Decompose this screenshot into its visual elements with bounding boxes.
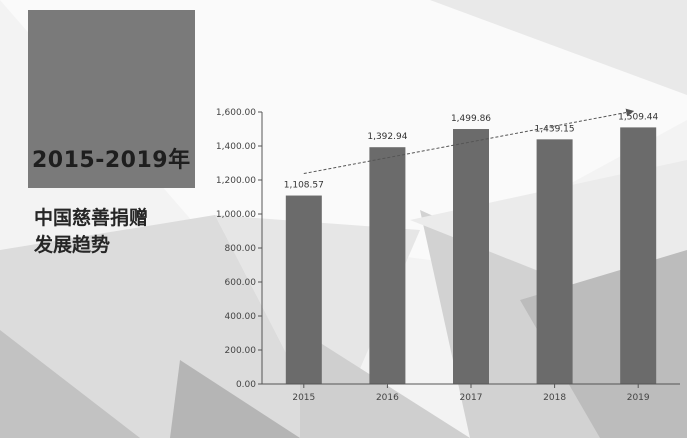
- y-tick-label: 1,400.00: [216, 142, 256, 152]
- x-tick-label: 2017: [460, 393, 483, 403]
- bar-series: [285, 127, 657, 384]
- bar-value-label: 1,509.44: [618, 112, 658, 122]
- y-tick-label: 200.00: [225, 346, 257, 356]
- y-tick-label: 600.00: [225, 278, 257, 288]
- x-tick-label: 2019: [627, 393, 650, 403]
- bar: [453, 129, 489, 384]
- x-tick-label: 2016: [376, 393, 399, 403]
- y-tick-label: 800.00: [225, 244, 257, 254]
- subtitle-line-2: 发展趋势: [34, 234, 111, 256]
- y-axis: 0.00 200.00 400.00 600.00 800.00 1,000.00 1,20…: [216, 108, 263, 390]
- y-tick-label: 1,000.00: [216, 210, 256, 220]
- bar: [536, 139, 573, 384]
- y-tick-label: 1,200.00: [216, 176, 256, 186]
- subtitle-line-1: 中国慈善捐赠: [34, 207, 149, 229]
- x-tick-label: 2018: [543, 393, 566, 403]
- y-tick-label: 1,600.00: [216, 108, 256, 118]
- bar-value-label: 1,499.86: [451, 114, 491, 124]
- bar: [285, 195, 322, 384]
- bar-value-label: 1,439.15: [535, 124, 575, 134]
- x-tick-label: 2015: [292, 393, 315, 403]
- x-axis: 2015 2016 2017 2018 2019: [262, 383, 680, 403]
- trend-arrow: [303, 108, 635, 175]
- data-labels: 1,108.57 1,392.94 1,499.86 1,439.15 1,509.44: [284, 112, 659, 190]
- bar-value-label: 1,108.57: [284, 181, 324, 191]
- y-tick-label: 400.00: [225, 312, 257, 322]
- bar-value-label: 1,392.94: [367, 132, 407, 142]
- bar: [620, 127, 657, 384]
- title-block: [28, 10, 195, 188]
- bar: [369, 147, 406, 384]
- page-title: 2015-2019年: [32, 148, 191, 173]
- y-tick-label: 0.00: [236, 380, 256, 390]
